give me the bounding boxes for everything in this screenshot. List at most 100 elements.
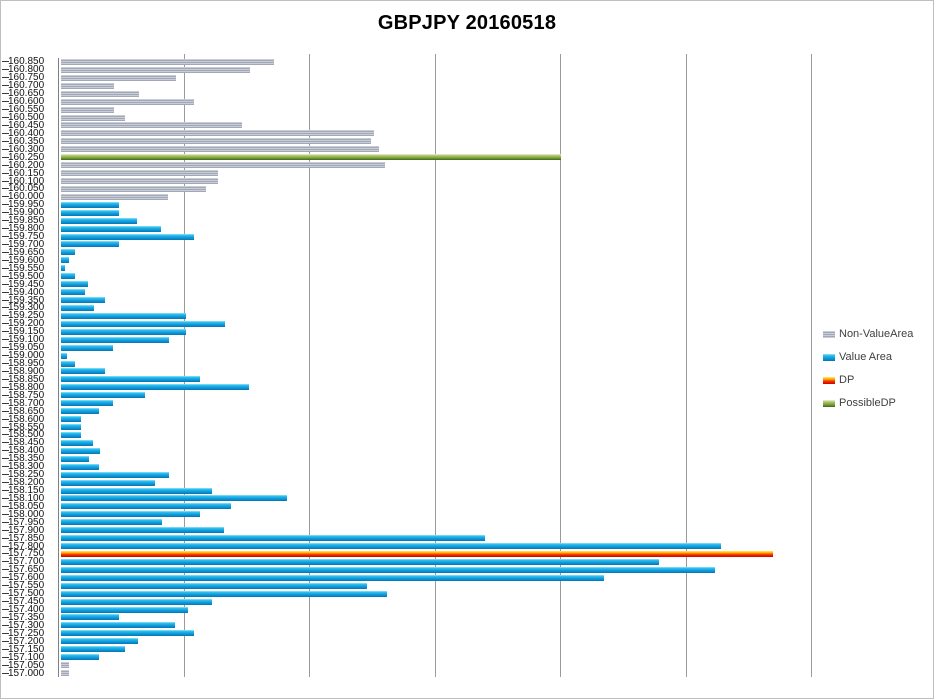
y-axis-label: 158.850 — [8, 373, 45, 385]
bar-157.250 — [61, 630, 194, 637]
y-axis-tick — [2, 132, 9, 134]
legend-item-possible_dp: PossibleDP — [823, 397, 913, 409]
y-axis-tick — [2, 648, 9, 650]
y-axis-tick — [2, 378, 9, 380]
y-axis-tick — [2, 418, 9, 420]
bar-157.400 — [61, 606, 188, 613]
bar-157.350 — [61, 614, 119, 621]
y-axis-label: 157.550 — [8, 580, 45, 592]
bar-157.000 — [61, 670, 69, 677]
y-axis-label: 159.850 — [8, 215, 45, 227]
gridline — [685, 58, 687, 677]
bar-160.750 — [61, 74, 176, 81]
y-axis-tick — [2, 291, 9, 293]
bar-160.000 — [61, 193, 168, 200]
bar-158.350 — [61, 455, 89, 462]
bar-158.150 — [61, 487, 212, 494]
y-axis-tick — [2, 513, 9, 515]
y-axis-tick — [2, 339, 9, 341]
bar-157.700 — [61, 558, 659, 565]
y-axis-label: 159.500 — [8, 270, 45, 282]
y-axis-label: 160.750 — [8, 72, 45, 84]
bar-158.200 — [61, 479, 155, 486]
legend-label: PossibleDP — [839, 397, 896, 409]
y-axis-label: 160.300 — [8, 143, 45, 155]
bar-157.500 — [61, 590, 387, 597]
y-axis-label: 159.950 — [8, 199, 45, 211]
y-axis-label: 159.050 — [8, 342, 45, 354]
y-axis-label: 157.950 — [8, 516, 45, 528]
y-axis-tick — [2, 196, 9, 198]
y-axis-tick — [2, 561, 9, 563]
y-axis-tick — [2, 640, 9, 642]
y-axis-tick — [2, 180, 9, 182]
bar-158.750 — [61, 392, 145, 399]
y-axis-tick — [2, 323, 9, 325]
bar-157.550 — [61, 582, 367, 589]
y-axis-label: 158.700 — [8, 397, 45, 409]
bar-159.000 — [61, 352, 67, 359]
y-axis-tick — [2, 458, 9, 460]
y-axis-tick — [2, 93, 9, 95]
y-axis-label: 158.400 — [8, 445, 45, 457]
bar-160.300 — [61, 146, 379, 153]
y-axis-label: 159.600 — [8, 254, 45, 266]
bar-159.750 — [61, 233, 194, 240]
bar-159.800 — [61, 225, 161, 232]
y-axis-tick — [2, 275, 9, 277]
bar-157.950 — [61, 519, 162, 526]
y-axis-label: 160.350 — [8, 135, 45, 147]
y-axis-label: 158.600 — [8, 413, 45, 425]
plot-area — [58, 54, 812, 677]
y-axis-label: 160.200 — [8, 159, 45, 171]
bar-159.050 — [61, 344, 113, 351]
y-axis-label: 157.800 — [8, 540, 45, 552]
y-axis-label: 157.500 — [8, 588, 45, 600]
y-axis-tick — [2, 172, 9, 174]
y-axis-tick — [2, 315, 9, 317]
y-axis-label: 159.450 — [8, 278, 45, 290]
y-axis-label: 157.250 — [8, 627, 45, 639]
y-axis-tick — [2, 585, 9, 587]
bar-160.400 — [61, 130, 374, 137]
legend-item-non_value_area: Non-ValueArea — [823, 328, 913, 340]
y-axis-label: 158.350 — [8, 453, 45, 465]
y-axis-label: 157.900 — [8, 524, 45, 536]
y-axis-label: 160.250 — [8, 151, 45, 163]
bar-157.450 — [61, 598, 212, 605]
y-axis-tick — [2, 124, 9, 126]
bar-158.850 — [61, 376, 200, 383]
y-axis-tick — [2, 69, 9, 71]
y-axis-label: 158.750 — [8, 389, 45, 401]
y-axis-label: 159.800 — [8, 223, 45, 235]
bar-158.400 — [61, 447, 100, 454]
y-axis-tick — [2, 85, 9, 87]
bar-157.750 — [61, 550, 773, 557]
y-axis-tick — [2, 394, 9, 396]
bar-158.600 — [61, 416, 81, 423]
bar-157.900 — [61, 527, 224, 534]
y-axis-label: 158.650 — [8, 405, 45, 417]
bar-160.100 — [61, 178, 218, 184]
y-axis-label: 158.200 — [8, 477, 45, 489]
legend-label: Value Area — [839, 351, 893, 363]
legend-swatch-non_value_area — [823, 330, 835, 338]
bar-158.700 — [61, 400, 113, 407]
bar-158.300 — [61, 463, 99, 470]
y-axis-tick — [2, 593, 9, 595]
y-axis-tick — [2, 267, 9, 269]
y-axis-tick — [2, 307, 9, 309]
bar-159.950 — [61, 201, 119, 208]
y-axis-label: 157.850 — [8, 532, 45, 544]
y-axis-label: 159.250 — [8, 310, 45, 322]
y-axis-tick — [2, 624, 9, 626]
y-axis-label: 159.000 — [8, 350, 45, 362]
y-axis-tick — [2, 537, 9, 539]
y-axis-tick — [2, 148, 9, 150]
bar-159.150 — [61, 328, 186, 335]
y-axis-label: 157.400 — [8, 604, 45, 616]
y-axis-label: 158.250 — [8, 469, 45, 481]
gridline — [811, 58, 812, 677]
bar-159.250 — [61, 312, 186, 319]
y-axis-tick — [2, 482, 9, 484]
